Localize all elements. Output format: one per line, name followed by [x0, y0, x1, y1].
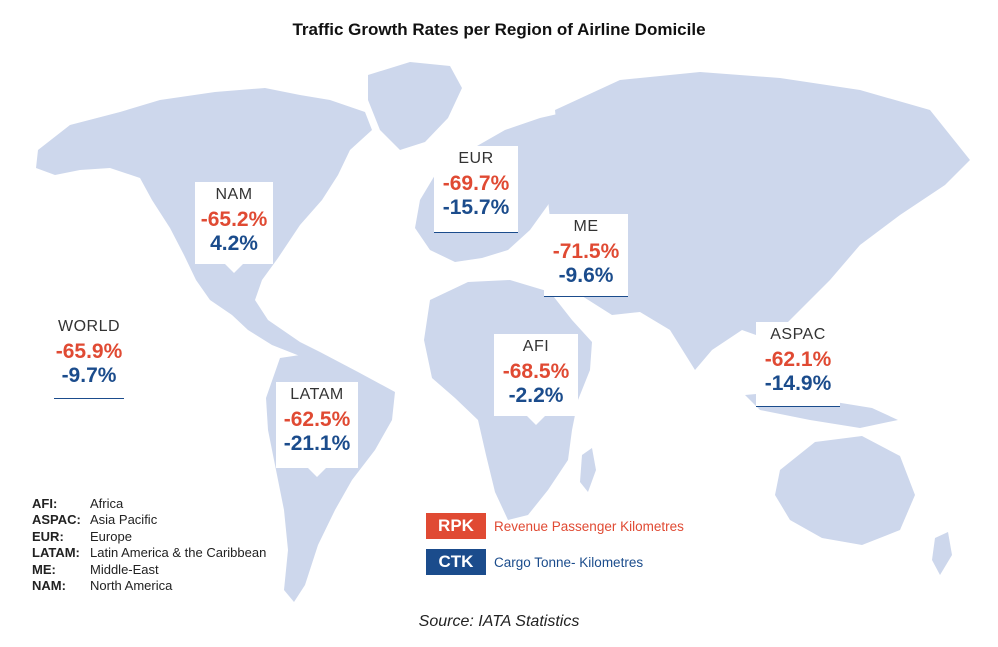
ctk-legend-label: Cargo Tonne- Kilometres — [494, 554, 644, 570]
rpk-value: -68.5% — [502, 360, 570, 383]
region-label: EUR — [458, 150, 494, 167]
abbreviation-row: ME: Middle-East — [32, 562, 266, 578]
rpk-value: -69.7% — [442, 172, 510, 195]
abbreviation-key: ASPAC: — [32, 512, 81, 528]
ctk-value: 4.2% — [210, 232, 258, 255]
australia-landmass — [775, 436, 915, 545]
source-note: Source: IATA Statistics — [418, 613, 580, 630]
region-label: WORLD — [57, 318, 121, 335]
abbreviation-key: LATAM: — [32, 545, 80, 561]
region-callout-aspac: ASPAC -62.1% -14.9% — [756, 322, 840, 407]
callout-underline — [756, 406, 840, 407]
abbreviation-value: Africa — [90, 496, 124, 511]
abbreviation-row: ASPAC: Asia Pacific — [32, 512, 266, 528]
ctk-value: -9.7% — [61, 364, 117, 387]
abbreviation-value: Europe — [90, 528, 132, 544]
rpk-legend-label: Revenue Passenger Kilometres — [494, 518, 684, 534]
region-label: ASPAC — [770, 326, 826, 343]
abbreviation-row: EUR: Europe — [32, 529, 266, 545]
region-label: NAM — [215, 186, 253, 203]
ctk-value: -15.7% — [442, 196, 510, 219]
abbreviation-list: AFI: Africa ASPAC: Asia Pacific EUR: Europe… — [32, 496, 266, 594]
callout-pointer — [225, 264, 243, 273]
ctk-legend-swatch: CTK — [426, 549, 486, 575]
legend-rpk: RPK Revenue Passenger Kilometres — [426, 513, 684, 539]
callout-pointer — [308, 468, 326, 477]
map-title: Traffic Growth Rates per Region of Airli… — [292, 20, 706, 39]
ctk-value: -21.1% — [283, 432, 351, 455]
rpk-value: -62.5% — [283, 408, 351, 431]
abbreviation-row: LATAM: Latin America & the Caribbean — [32, 545, 266, 561]
rpk-legend-swatch: RPK — [426, 513, 486, 539]
legend-ctk: CTK Cargo Tonne- Kilometres — [426, 549, 643, 575]
region-label: ME — [573, 218, 599, 235]
asia-landmass — [548, 72, 970, 370]
rpk-value: -65.9% — [55, 340, 123, 363]
abbreviation-row: AFI: Africa — [32, 496, 266, 512]
ctk-value: -2.2% — [508, 384, 564, 407]
abbreviation-key: ME: — [32, 561, 56, 577]
abbreviation-row: NAM: North America — [32, 578, 266, 594]
region-callout-me: ME -71.5% -9.6% — [544, 214, 628, 297]
rpk-value: -65.2% — [200, 208, 268, 231]
abbreviation-key: NAM: — [32, 578, 66, 594]
callout-underline — [544, 296, 628, 297]
abbreviation-value: Latin America & the Caribbean — [90, 545, 267, 561]
abbreviation-value: Middle-East — [90, 561, 159, 577]
ctk-value: -14.9% — [764, 372, 832, 395]
callout-underline — [434, 232, 518, 233]
new-zealand-landmass — [932, 532, 952, 575]
callout-pointer — [527, 416, 545, 425]
rpk-value: -62.1% — [764, 348, 832, 371]
region-callout-latam: LATAM -62.5% -21.1% — [276, 382, 358, 477]
abbreviation-key: EUR: — [32, 528, 64, 544]
abbreviation-value: North America — [90, 578, 173, 594]
greenland-landmass — [368, 62, 462, 150]
region-label: LATAM — [290, 386, 344, 403]
region-callout-nam: NAM -65.2% 4.2% — [195, 182, 273, 273]
abbreviation-value: Asia Pacific — [90, 512, 158, 528]
region-callout-eur: EUR -69.7% -15.7% — [434, 146, 518, 233]
region-callout-world: WORLD -65.9% -9.7% — [48, 314, 130, 399]
callout-underline — [54, 398, 124, 399]
ctk-value: -9.6% — [558, 264, 614, 287]
rpk-value: -71.5% — [552, 240, 620, 263]
region-label: AFI — [522, 338, 550, 355]
abbreviation-key: AFI: — [32, 496, 58, 511]
madagascar-landmass — [580, 448, 596, 492]
region-callout-afi: AFI -68.5% -2.2% — [494, 334, 578, 425]
